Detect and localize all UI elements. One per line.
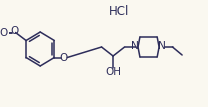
Text: O: O [10,26,19,36]
Text: N: N [131,41,139,51]
Text: HCl: HCl [109,4,129,18]
Text: O: O [60,53,68,62]
Text: OH: OH [105,67,121,77]
Text: N: N [158,41,166,51]
Text: O: O [0,27,7,37]
